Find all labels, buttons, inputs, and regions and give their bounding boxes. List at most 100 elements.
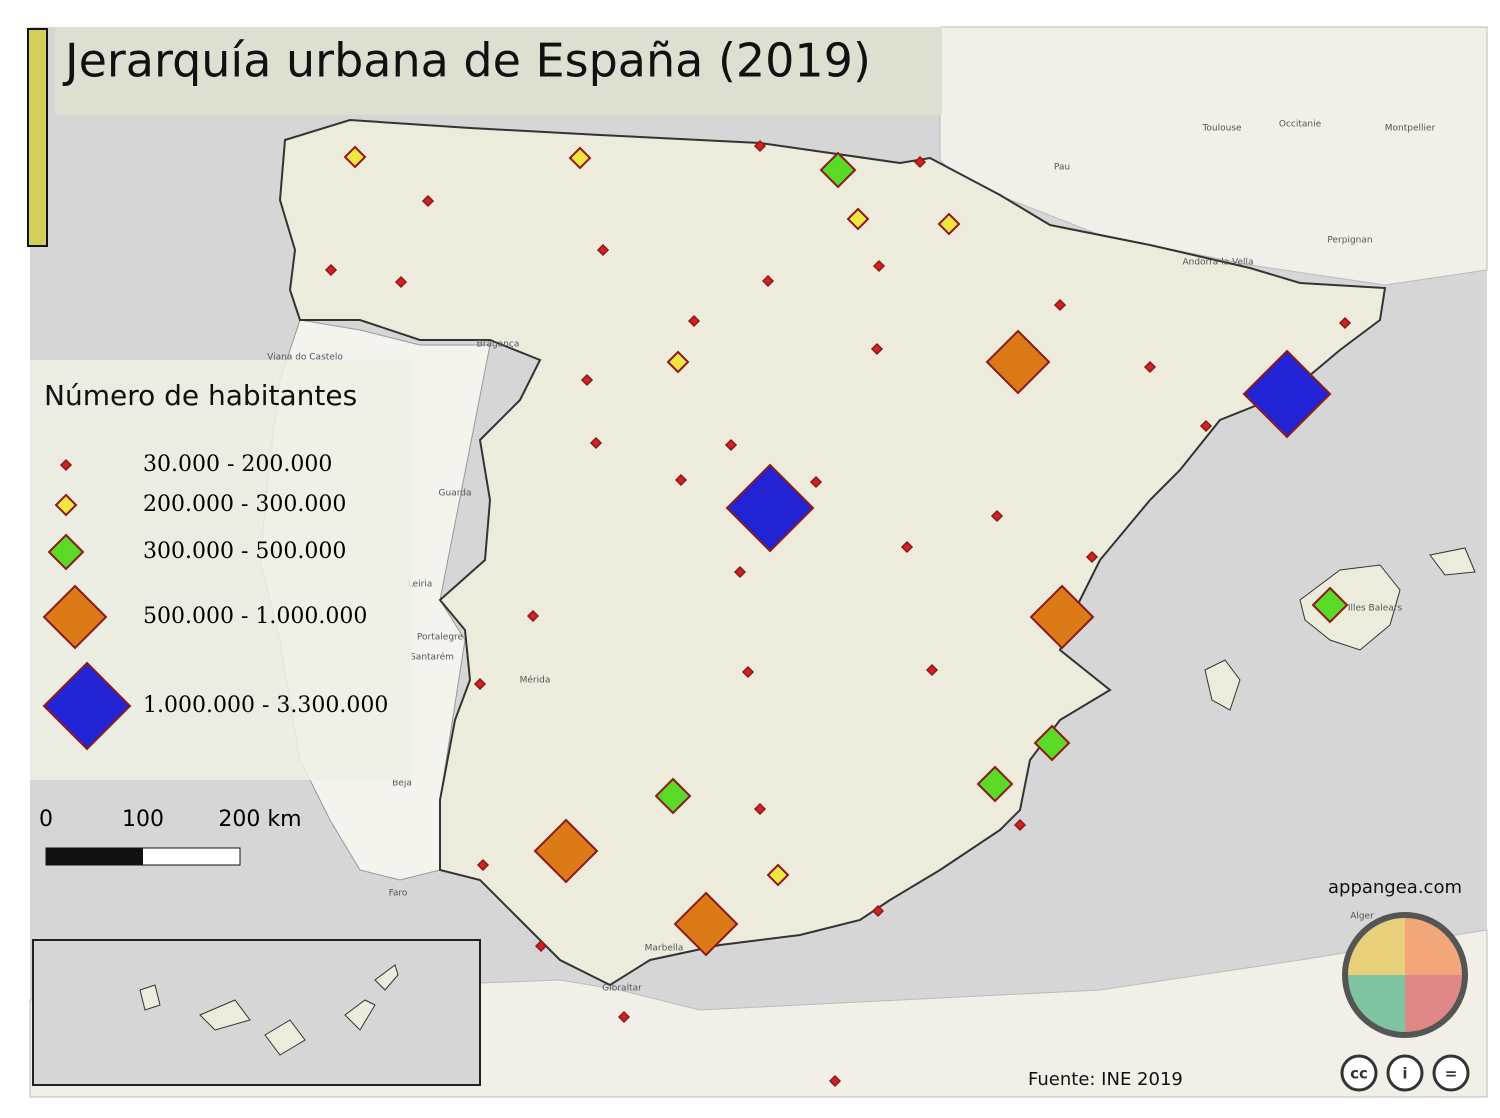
place-label: Pau: [1054, 163, 1070, 173]
city-marker: [1029, 584, 1095, 650]
place-label: Guarda: [439, 489, 472, 499]
place-label: Montpellier: [1385, 124, 1436, 134]
city-marker: [534, 939, 548, 953]
city-marker: [741, 665, 755, 679]
place-label: Mérida: [520, 675, 551, 686]
island: [344, 999, 376, 1031]
city-marker: [589, 436, 603, 450]
city-marker: [828, 1074, 842, 1088]
license-icon: [1340, 1054, 1378, 1092]
city-marker: [473, 677, 487, 691]
city-marker: [733, 565, 747, 579]
city-marker: [1053, 298, 1067, 312]
logo-piece: [1405, 975, 1465, 1035]
mallorca: [1299, 564, 1401, 651]
island: [139, 984, 161, 1011]
place-label: Portalegre: [417, 633, 464, 643]
legend-symbol: [54, 493, 78, 517]
license-icon-label: i: [1402, 1065, 1407, 1083]
legend-label: 30.000 - 200.000: [143, 452, 332, 477]
city-marker: [1338, 316, 1352, 330]
city-marker: [476, 858, 490, 872]
city-marker: [1013, 818, 1027, 832]
license-icon: [1432, 1054, 1470, 1092]
legend-symbol: [59, 458, 73, 472]
place-label: Faro: [389, 889, 408, 899]
title-accent: [27, 28, 48, 247]
logo-piece: [1345, 975, 1405, 1035]
city-marker: [687, 314, 701, 328]
city-marker: [674, 473, 688, 487]
place-label: Toulouse: [1201, 124, 1242, 134]
city-marker: [568, 146, 592, 170]
city-marker: [846, 207, 870, 231]
city-marker: [1085, 550, 1099, 564]
city-markers: [226, 139, 1352, 1088]
legend-symbol: [42, 661, 132, 751]
city-marker: [976, 765, 1014, 803]
city-marker: [1242, 349, 1332, 439]
scale-label: 0: [39, 807, 53, 832]
city-marker: [990, 509, 1004, 523]
city-marker: [925, 663, 939, 677]
city-marker: [533, 818, 599, 884]
place-label: Gibraltar: [602, 984, 642, 994]
place-label: Andorra la Vella: [1182, 258, 1253, 268]
place-label: Santarém: [410, 652, 454, 663]
place-label: Alger: [1350, 912, 1374, 922]
canary-inset: [32, 939, 481, 1086]
city-marker: [596, 243, 610, 257]
city-marker: [872, 259, 886, 273]
logo: [1342, 912, 1468, 1038]
menorca: [1429, 547, 1476, 576]
city-marker: [343, 145, 367, 169]
logo-piece: [1345, 915, 1405, 975]
city-marker: [394, 275, 408, 289]
license-icons: cc i =: [1340, 1054, 1470, 1092]
place-label: Beja: [392, 779, 412, 789]
place-label: Viana do Castelo: [267, 353, 343, 363]
place-labels: Toulouse Occitanie Montpellier Pau Perpignan…: [267, 120, 1435, 994]
place-label: Illes Balears: [1348, 604, 1403, 614]
city-marker: [1033, 724, 1071, 762]
city-marker: [937, 212, 961, 236]
place-label: Marbella: [645, 944, 684, 954]
city-marker: [666, 350, 690, 374]
scale-label: 100: [122, 807, 164, 832]
city-marker: [985, 329, 1051, 395]
city-marker: [871, 904, 885, 918]
legend-label: 200.000 - 300.000: [143, 492, 346, 517]
license-icon-label: cc: [1350, 1065, 1368, 1083]
place-label: Bragança: [477, 340, 520, 350]
city-marker: [753, 802, 767, 816]
city-marker: [526, 609, 540, 623]
city-marker: [753, 139, 767, 153]
credit: appangea.com: [1328, 877, 1462, 898]
spain: [278, 118, 1387, 987]
city-marker: [580, 373, 594, 387]
place-label: Perpignan: [1327, 236, 1372, 246]
legend-symbol: [42, 584, 108, 650]
logo-ring: [1342, 912, 1468, 1038]
city-marker: [870, 342, 884, 356]
place-label: Occitanie: [1279, 120, 1322, 130]
city-marker: [1143, 360, 1157, 374]
city-marker: [724, 438, 738, 452]
city-marker: [766, 863, 790, 887]
source: Fuente: INE 2019: [1028, 1069, 1183, 1090]
logo-piece: [1405, 915, 1465, 975]
city-marker: [900, 540, 914, 554]
city-marker: [913, 155, 927, 169]
city-marker: [654, 777, 692, 815]
title-box: [55, 27, 942, 115]
license-icon-label: =: [1445, 1065, 1458, 1083]
city-marker: [421, 194, 435, 208]
place-label: Leiria: [408, 580, 433, 590]
city-marker: [673, 891, 739, 957]
city-marker: [725, 463, 815, 553]
city-marker: [1199, 419, 1213, 433]
city-marker: [761, 274, 775, 288]
city-marker: [819, 151, 857, 189]
title: Jerarquía urbana de España (2019): [62, 34, 871, 88]
island: [264, 1019, 306, 1056]
